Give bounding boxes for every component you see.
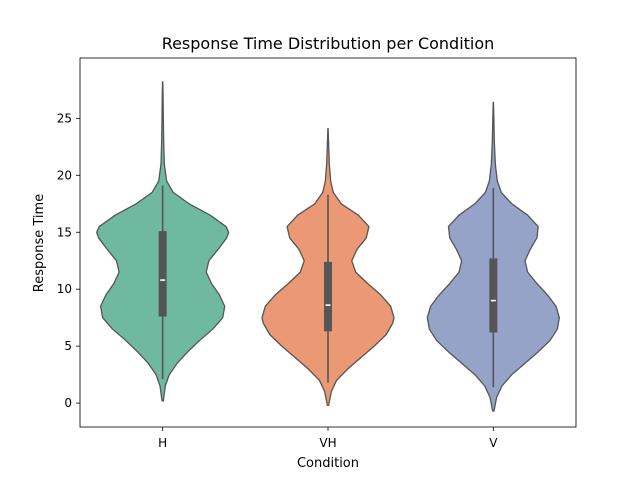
- x-axis-label: Condition: [297, 456, 359, 471]
- violins-group: [96, 81, 560, 412]
- y-tick-label: 5: [64, 339, 72, 353]
- y-tick-label: 10: [57, 282, 72, 296]
- iqr-box-h: [158, 231, 167, 317]
- chart-title: Response Time Distribution per Condition: [162, 34, 495, 53]
- x-tick-label-vh: VH: [319, 436, 336, 450]
- y-tick-label: 15: [57, 225, 72, 239]
- iqr-box-vh: [324, 261, 332, 332]
- x-tick-label-v: V: [489, 436, 498, 450]
- y-tick-label: 25: [57, 111, 72, 125]
- x-tick-label-h: H: [158, 436, 167, 450]
- iqr-box-v: [489, 258, 498, 333]
- x-axis: H VH V: [158, 427, 498, 450]
- y-axis-label: Response Time: [32, 194, 47, 292]
- plot-frame: [79, 57, 577, 428]
- y-tick-label: 0: [64, 396, 72, 410]
- y-tick-label: 20: [57, 168, 72, 182]
- y-axis: 0 5 10 15 20 25: [57, 111, 80, 410]
